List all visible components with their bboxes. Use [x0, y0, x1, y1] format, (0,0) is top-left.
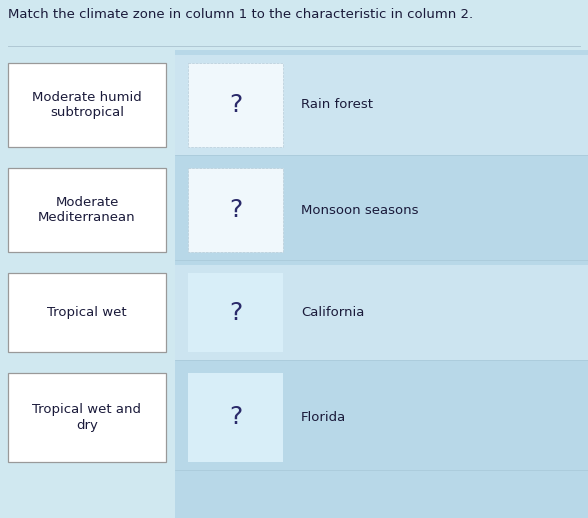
- Text: California: California: [301, 306, 365, 319]
- Text: ?: ?: [229, 198, 242, 222]
- Text: Rain forest: Rain forest: [301, 98, 373, 111]
- Text: Tropical wet and
dry: Tropical wet and dry: [32, 404, 142, 431]
- Bar: [175, 365, 588, 470]
- Text: Moderate
Mediterranean: Moderate Mediterranean: [38, 196, 136, 224]
- Text: Florida: Florida: [301, 411, 346, 424]
- FancyBboxPatch shape: [188, 168, 283, 252]
- Text: Match the climate zone in column 1 to the characteristic in column 2.: Match the climate zone in column 1 to th…: [8, 8, 473, 21]
- Text: ?: ?: [229, 93, 242, 117]
- FancyBboxPatch shape: [8, 168, 166, 252]
- Bar: [175, 55, 588, 155]
- Text: ?: ?: [229, 406, 242, 429]
- Text: ?: ?: [229, 300, 242, 324]
- FancyBboxPatch shape: [8, 373, 166, 462]
- FancyBboxPatch shape: [188, 373, 283, 462]
- Bar: [175, 265, 588, 360]
- Text: Moderate humid
subtropical: Moderate humid subtropical: [32, 91, 142, 119]
- FancyBboxPatch shape: [8, 273, 166, 352]
- FancyBboxPatch shape: [188, 63, 283, 147]
- Bar: [175, 50, 588, 518]
- Text: Monsoon seasons: Monsoon seasons: [301, 204, 419, 217]
- Bar: [175, 160, 588, 260]
- FancyBboxPatch shape: [8, 63, 166, 147]
- FancyBboxPatch shape: [188, 273, 283, 352]
- Text: Tropical wet: Tropical wet: [47, 306, 127, 319]
